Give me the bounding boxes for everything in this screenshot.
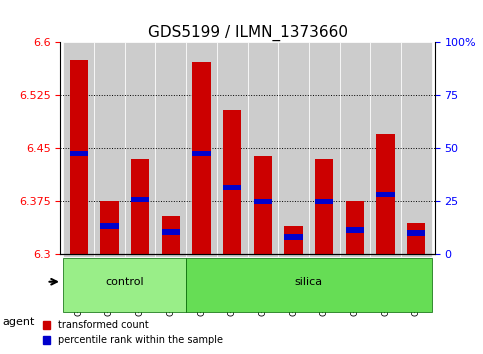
Bar	[223, 110, 242, 255]
Bar	[254, 155, 272, 255]
Bar	[315, 159, 333, 255]
FancyBboxPatch shape	[94, 42, 125, 257]
Bar	[407, 230, 426, 236]
Bar	[131, 196, 149, 202]
Bar	[254, 199, 272, 204]
Text: silica: silica	[295, 277, 323, 287]
Bar	[100, 201, 119, 255]
Bar	[315, 199, 333, 204]
Bar	[100, 223, 119, 229]
Bar	[223, 184, 242, 190]
Bar	[70, 60, 88, 255]
FancyBboxPatch shape	[156, 42, 186, 257]
Bar	[162, 216, 180, 255]
FancyBboxPatch shape	[63, 257, 186, 312]
FancyBboxPatch shape	[186, 42, 217, 257]
FancyBboxPatch shape	[63, 42, 94, 257]
Title: GDS5199 / ILMN_1373660: GDS5199 / ILMN_1373660	[147, 25, 348, 41]
FancyBboxPatch shape	[309, 42, 340, 257]
FancyBboxPatch shape	[370, 42, 401, 257]
Bar	[131, 159, 149, 255]
FancyBboxPatch shape	[401, 42, 432, 257]
Bar	[284, 234, 303, 240]
FancyBboxPatch shape	[217, 42, 248, 257]
FancyBboxPatch shape	[248, 42, 278, 257]
Bar	[284, 226, 303, 255]
Bar	[346, 201, 364, 255]
Bar	[162, 229, 180, 235]
Text: agent: agent	[2, 317, 35, 327]
Bar	[192, 62, 211, 255]
Bar	[376, 135, 395, 255]
Text: control: control	[105, 277, 144, 287]
Bar	[376, 192, 395, 197]
Bar	[346, 227, 364, 233]
FancyBboxPatch shape	[125, 42, 156, 257]
FancyBboxPatch shape	[278, 42, 309, 257]
Legend: transformed count, percentile rank within the sample: transformed count, percentile rank withi…	[39, 316, 227, 349]
FancyBboxPatch shape	[186, 257, 432, 312]
FancyBboxPatch shape	[340, 42, 370, 257]
Bar	[192, 150, 211, 156]
Bar	[70, 150, 88, 156]
Bar	[407, 223, 426, 255]
